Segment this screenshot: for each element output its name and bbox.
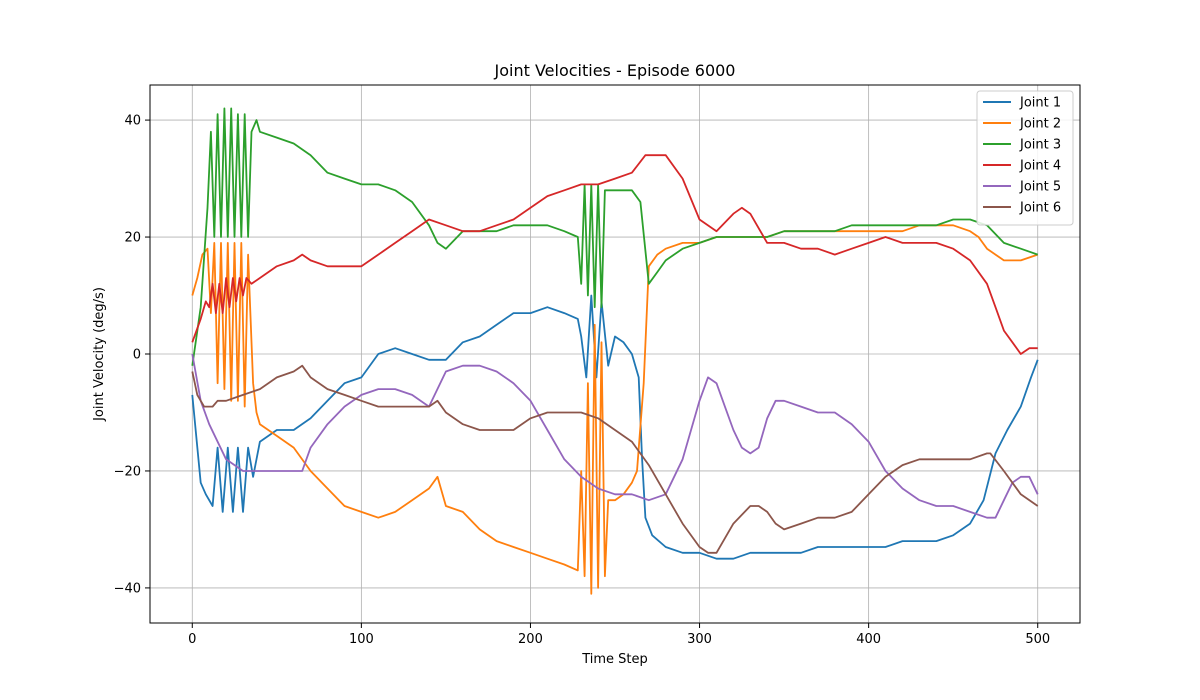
legend-label: Joint 5 [1019, 180, 1061, 195]
legend-label: Joint 2 [1019, 117, 1061, 132]
series-line-joint-4 [191, 154, 1038, 355]
legend-label: Joint 1 [1019, 96, 1061, 111]
series-line-joint-3 [191, 107, 1038, 366]
x-axis-label: Time Step [581, 652, 648, 667]
legend-label: Joint 4 [1019, 159, 1061, 174]
x-tick-label: 0 [188, 632, 196, 647]
y-axis-label: Joint Velocity (deg/s) [92, 287, 107, 422]
series-line-joint-5 [191, 353, 1039, 519]
legend-label: Joint 3 [1019, 138, 1061, 153]
y-tick-label: 20 [124, 231, 141, 246]
series-line-joint-6 [191, 364, 1039, 554]
y-tick-label: −40 [114, 581, 141, 596]
chart-title: Joint Velocities - Episode 6000 [494, 61, 736, 80]
y-tick-label: −20 [114, 464, 141, 479]
legend: Joint 1 Joint 2 Joint 3 Joint 4 Joint 5 Joint… [976, 90, 1074, 226]
x-tick-label: 200 [518, 632, 543, 647]
series-line-joint-2 [191, 224, 1038, 595]
x-tick-label: 400 [856, 632, 881, 647]
axis-ticks: 0 100 200 300 400 500 −40 −20 0 20 40 [114, 114, 1051, 647]
y-tick-label: 40 [124, 114, 141, 129]
x-tick-label: 500 [1025, 632, 1050, 647]
series-lines [191, 107, 1039, 595]
x-tick-label: 300 [687, 632, 712, 647]
y-tick-label: 0 [133, 348, 141, 363]
legend-box [976, 90, 1074, 226]
grid [150, 85, 1080, 623]
x-tick-label: 100 [349, 632, 374, 647]
legend-label: Joint 6 [1019, 201, 1061, 216]
